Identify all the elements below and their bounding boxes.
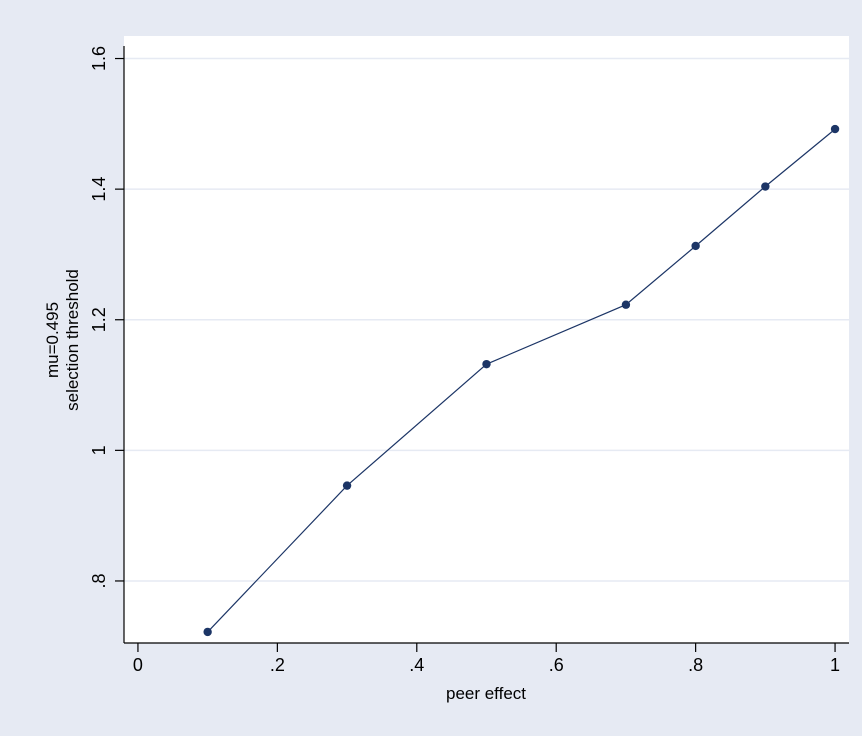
data-point-0-0 [203,627,212,637]
data-point-0-2 [482,359,491,369]
y-tick-label-0: .8 [89,573,109,588]
x-axis-title: peer effect [446,684,526,703]
y-tick-label-4: 1.6 [89,46,109,71]
data-point-0-3 [621,300,631,309]
y-tick-label-2: 1.2 [89,307,109,332]
data-point-0-4 [691,241,700,251]
x-tick-label-3: .6 [549,655,564,675]
data-point-0-1 [342,481,352,490]
y-tick-label-1: 1 [89,445,109,455]
data-point-0-6 [830,124,840,134]
gridlines [124,57,849,582]
x-tick-label-4: .8 [688,655,703,675]
x-tick-label-1: .2 [270,655,285,675]
x-tick-label-5: 1 [830,655,840,675]
data-series [203,124,840,637]
y-axis-title-line-1: mu=0.495 [43,302,62,378]
y-tick-label-3: 1.4 [89,177,109,202]
axes: .8 1 1.2 1.4 1.6 0 .2 .4 .6 .8 1 [89,46,849,675]
x-tick-label-0: 0 [133,655,143,675]
plot-area [124,36,849,643]
y-axis-title-line-2: selection threshold [63,269,82,411]
x-tick-label-2: .4 [409,655,424,675]
data-point-0-5 [761,182,770,191]
